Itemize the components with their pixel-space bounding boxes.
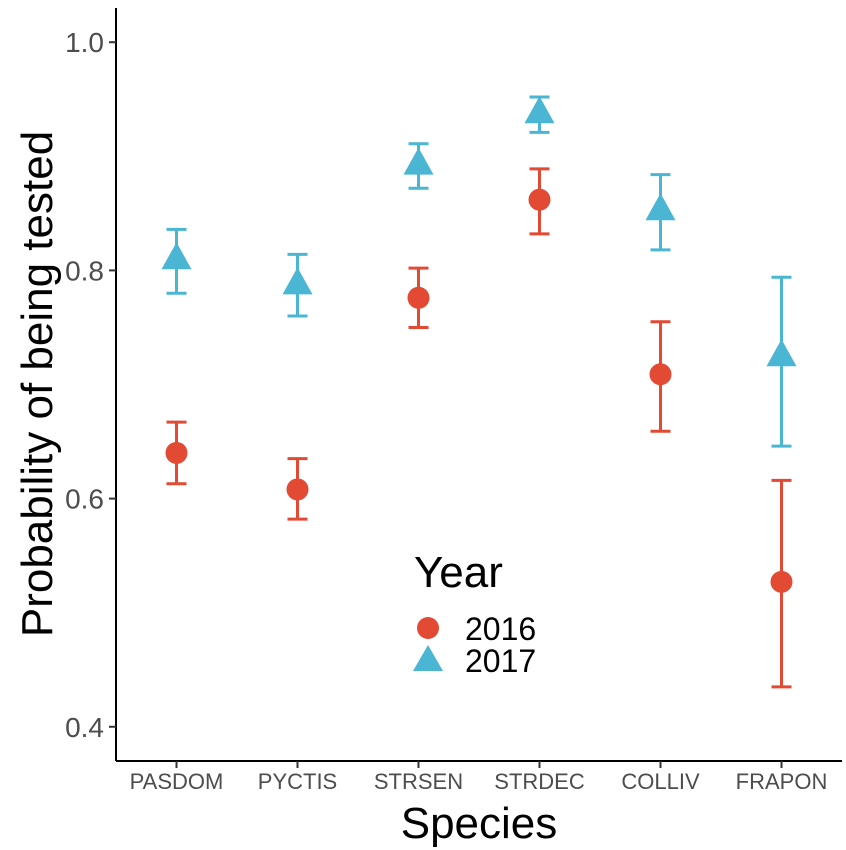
x-tick-label: STRSEN [374,769,463,794]
data-point-2017 [161,242,192,270]
data-point-2016 [770,570,793,593]
legend-label-2016: 2016 [465,611,536,647]
y-tick-label: 1.0 [65,27,104,58]
y-tick-label: 0.6 [65,484,104,515]
data-point-2017 [524,96,555,124]
data-point-2017 [766,339,797,367]
y-axis-title: Probability of being tested [13,131,62,637]
x-tick-label: COLLIV [621,769,700,794]
data-point-2017 [645,193,676,221]
x-tick-label: PASDOM [130,769,224,794]
series-2017 [161,95,797,448]
x-axis-title: Species [401,799,558,848]
x-axis-ticks: PASDOM PYCTIS STRSEN STRDEC COLLIV FRAPON [130,761,828,794]
y-axis-ticks: 0.4 0.6 0.8 1.0 [65,27,116,743]
x-tick-label: STRDEC [494,769,585,794]
legend-key-2016 [417,617,439,639]
data-point-2016 [528,188,551,211]
x-tick-label: PYCTIS [258,769,337,794]
legend-label-2017: 2017 [465,643,536,679]
data-series [161,95,797,689]
x-tick-label: FRAPON [736,769,828,794]
legend-key-2017 [413,645,443,671]
legend-title: Year [414,548,503,597]
data-point-2016 [286,478,309,501]
series-2016 [165,167,793,689]
data-point-2017 [282,267,313,295]
data-point-2016 [407,286,430,309]
data-point-2017 [403,147,434,175]
data-point-2016 [649,363,672,386]
y-tick-label: 0.8 [65,255,104,286]
data-point-2016 [165,441,188,464]
y-tick-label: 0.4 [65,712,104,743]
